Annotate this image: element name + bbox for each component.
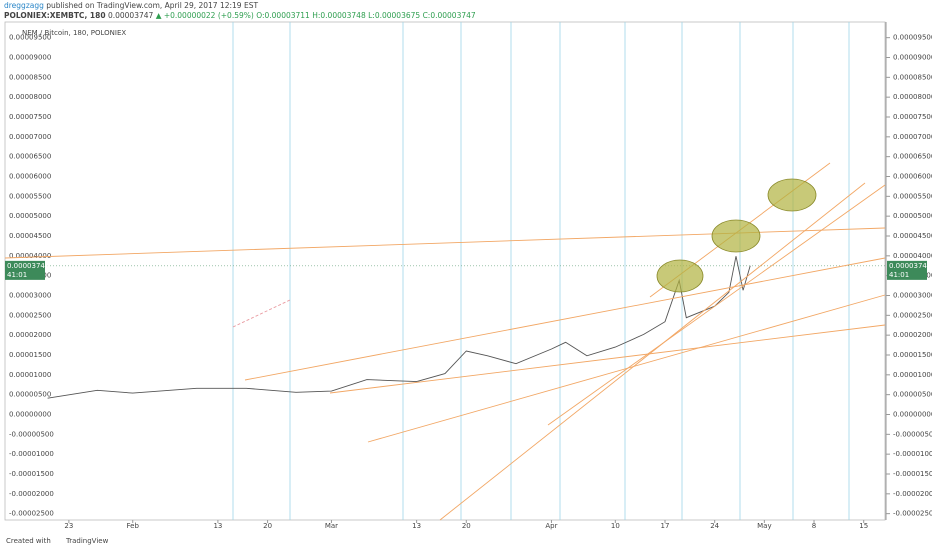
y-tick-label: 0.00007500 bbox=[9, 113, 51, 121]
y-tick-label: 0.00005000 bbox=[9, 212, 51, 220]
header-line: dreggzagg published on TradingView.com, … bbox=[4, 1, 258, 10]
low: L:0.00003675 bbox=[368, 11, 420, 20]
y-tick-label-right: 0.00005000 bbox=[893, 212, 932, 220]
x-tick-label: 13 bbox=[412, 522, 421, 530]
close: C:0.00003747 bbox=[423, 11, 476, 20]
y-tick-label-right: 0.00005500 bbox=[893, 192, 932, 200]
price-tag-right bbox=[887, 260, 927, 280]
y-tick-label: 0.00004000 bbox=[9, 252, 51, 260]
x-tick-label: 20 bbox=[263, 522, 272, 530]
y-tick-label-right: 0.00004000 bbox=[893, 252, 932, 260]
y-tick-label: 0.00009000 bbox=[9, 54, 51, 62]
y-tick-label: 0.00006500 bbox=[9, 153, 51, 161]
author[interactable]: dreggzagg bbox=[4, 1, 44, 10]
y-tick-label: 0.00007000 bbox=[9, 133, 51, 141]
x-tick-label: Mar bbox=[325, 522, 338, 530]
price-tag-label: 0.00003747 bbox=[889, 262, 931, 270]
y-tick-label: -0.00001000 bbox=[9, 450, 54, 458]
x-tick-label: 23 bbox=[64, 522, 73, 530]
y-tick-label-right: -0.00002500 bbox=[893, 510, 932, 518]
y-tick-label-right: 0.00000000 bbox=[893, 410, 932, 418]
y-tick-label-right: 0.00001000 bbox=[893, 371, 932, 379]
y-tick-label: -0.00002500 bbox=[9, 510, 54, 518]
high: H:0.00003748 bbox=[312, 11, 366, 20]
symbol: POLONIEX:XEMBTC, 180 bbox=[4, 11, 106, 20]
x-tick-label: 24 bbox=[710, 522, 719, 530]
y-tick-label-right: 0.00003000 bbox=[893, 291, 932, 299]
highlight-ellipses bbox=[656, 178, 817, 293]
y-tick-label-right: 0.00002000 bbox=[893, 331, 932, 339]
y-tick-label-right: 0.00002500 bbox=[893, 311, 932, 319]
y-tick-label-right: -0.00000500 bbox=[893, 430, 932, 438]
y-tick-label-right: 0.00006500 bbox=[893, 153, 932, 161]
y-tick-label: -0.00001500 bbox=[9, 470, 54, 478]
x-tick-label: 10 bbox=[611, 522, 620, 530]
y-tick-label: 0.00000000 bbox=[9, 410, 51, 418]
y-tick-label-right: 0.00009000 bbox=[893, 54, 932, 62]
x-tick-label: 20 bbox=[462, 522, 471, 530]
y-tick-label-right: 0.00001500 bbox=[893, 351, 932, 359]
y-tick-label-right: 0.00008000 bbox=[893, 93, 932, 101]
published: published on TradingView.com, April 29, … bbox=[46, 1, 258, 10]
y-tick-label-right: 0.00009500 bbox=[893, 34, 932, 42]
y-tick-label: 0.00008000 bbox=[9, 93, 51, 101]
y-tick-label-right: -0.00002000 bbox=[893, 490, 932, 498]
price-tag-left bbox=[5, 260, 45, 280]
y-tick-label: 0.00000500 bbox=[9, 391, 51, 399]
y-tick-label: 0.00001000 bbox=[9, 371, 51, 379]
footer-brand[interactable]: TradingView bbox=[65, 537, 109, 545]
y-tick-label: -0.00000500 bbox=[9, 430, 54, 438]
x-tick-label: 15 bbox=[859, 522, 868, 530]
y-tick-label: -0.00002000 bbox=[9, 490, 54, 498]
y-tick-label: 0.00005500 bbox=[9, 192, 51, 200]
price-tag-countdown: 41:01 bbox=[7, 271, 27, 279]
footer-created: Created with bbox=[6, 537, 51, 545]
y-tick-label: 0.00003000 bbox=[9, 291, 51, 299]
x-tick-label: 13 bbox=[213, 522, 222, 530]
price-tag-countdown: 41:01 bbox=[889, 271, 909, 279]
y-tick-label: 0.00009500 bbox=[9, 34, 51, 42]
last: 0.00003747 bbox=[108, 11, 154, 20]
x-tick-label: Apr bbox=[545, 522, 557, 530]
change: ▲ +0.00000022 (+0.59%) bbox=[156, 11, 254, 20]
y-tick-label: 0.00001500 bbox=[9, 351, 51, 359]
x-tick-label: May bbox=[757, 522, 771, 530]
y-tick-label: 0.00008500 bbox=[9, 73, 51, 81]
x-tick-label: 8 bbox=[812, 522, 816, 530]
y-tick-label-right: 0.00006000 bbox=[893, 172, 932, 180]
y-tick-label: 0.00002000 bbox=[9, 331, 51, 339]
y-tick-label: 0.00002500 bbox=[9, 311, 51, 319]
y-tick-label: 0.00006000 bbox=[9, 172, 51, 180]
y-tick-label-right: 0.00008500 bbox=[893, 73, 932, 81]
y-tick-label-right: -0.00001000 bbox=[893, 450, 932, 458]
y-tick-label-right: -0.00001500 bbox=[893, 470, 932, 478]
symbol-line: POLONIEX:XEMBTC, 180 0.00003747 ▲ +0.000… bbox=[4, 11, 476, 20]
y-tick-label: 0.00004500 bbox=[9, 232, 51, 240]
y-tick-label-right: 0.00007000 bbox=[893, 133, 932, 141]
x-tick-label: Feb bbox=[127, 522, 140, 530]
y-tick-label-right: 0.00007500 bbox=[893, 113, 932, 121]
chart-title: NEM / Bitcoin, 180, POLONIEX bbox=[22, 29, 126, 37]
x-tick-label: 17 bbox=[661, 522, 670, 530]
open: O:0.00003711 bbox=[256, 11, 310, 20]
y-tick-label-right: 0.00000500 bbox=[893, 391, 932, 399]
y-tick-label-right: 0.00004500 bbox=[893, 232, 932, 240]
price-line bbox=[47, 256, 751, 399]
price-tag-label: 0.00003747 bbox=[7, 262, 49, 270]
